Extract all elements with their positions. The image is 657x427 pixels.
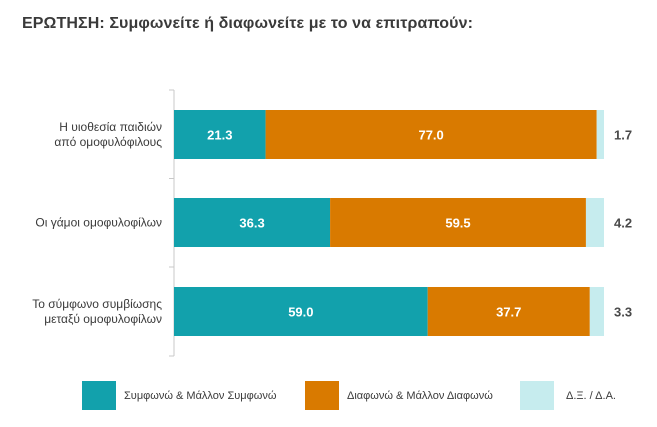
category-label-2-line-1: μεταξύ ομοφυλοφίλων bbox=[44, 312, 162, 326]
category-label-1-line-0: Οι γάμοι ομοφυλοφίλων bbox=[35, 216, 162, 230]
legend-swatch-0 bbox=[82, 381, 116, 410]
data-label-s0-c1: 36.3 bbox=[239, 216, 264, 231]
bar-segment-s0-c1 bbox=[174, 198, 331, 247]
data-label-s1-c1: 59.5 bbox=[445, 216, 470, 231]
bar-segment-s2-c2 bbox=[589, 287, 604, 336]
bar-segment-s0-c0 bbox=[174, 110, 266, 159]
data-label-s2-c1: 4.2 bbox=[614, 216, 632, 231]
data-label-s1-c2: 37.7 bbox=[496, 305, 521, 320]
bar-segment-s1-c2 bbox=[427, 287, 590, 336]
data-label-s2-c2: 3.3 bbox=[614, 305, 632, 320]
bar-segment-s2-c0 bbox=[596, 110, 604, 159]
data-label-s0-c2: 59.0 bbox=[288, 305, 313, 320]
bar-segment-s2-c1 bbox=[585, 198, 604, 247]
data-label-s2-c0: 1.7 bbox=[614, 128, 632, 143]
category-label-2-line-0: Το σύμφωνο συμβίωσης bbox=[32, 297, 162, 311]
legend-label-1: Διαφωνώ & Μάλλον Διαφωνώ bbox=[347, 390, 493, 402]
bar-segment-s1-c1 bbox=[330, 198, 586, 247]
data-label-s1-c0: 77.0 bbox=[418, 128, 443, 143]
legend-swatch-1 bbox=[305, 381, 339, 410]
legend-label-2: Δ.Ξ. / Δ.Α. bbox=[566, 390, 616, 402]
data-label-s0-c0: 21.3 bbox=[207, 128, 232, 143]
chart-title: ΕΡΩΤΗΣΗ: Συμφωνείτε ή διαφωνείτε με το ν… bbox=[22, 15, 473, 32]
category-label-0-line-0: Η υιοθεσία παιδιών bbox=[59, 120, 162, 134]
category-label-0-line-1: από ομοφυλόφιλους bbox=[54, 135, 162, 149]
legend-label-0: Συμφωνώ & Μάλλον Συμφωνώ bbox=[124, 390, 277, 402]
bar-segment-s1-c0 bbox=[265, 110, 597, 159]
bar-segment-s0-c2 bbox=[174, 287, 428, 336]
legend-swatch-2 bbox=[520, 381, 554, 410]
